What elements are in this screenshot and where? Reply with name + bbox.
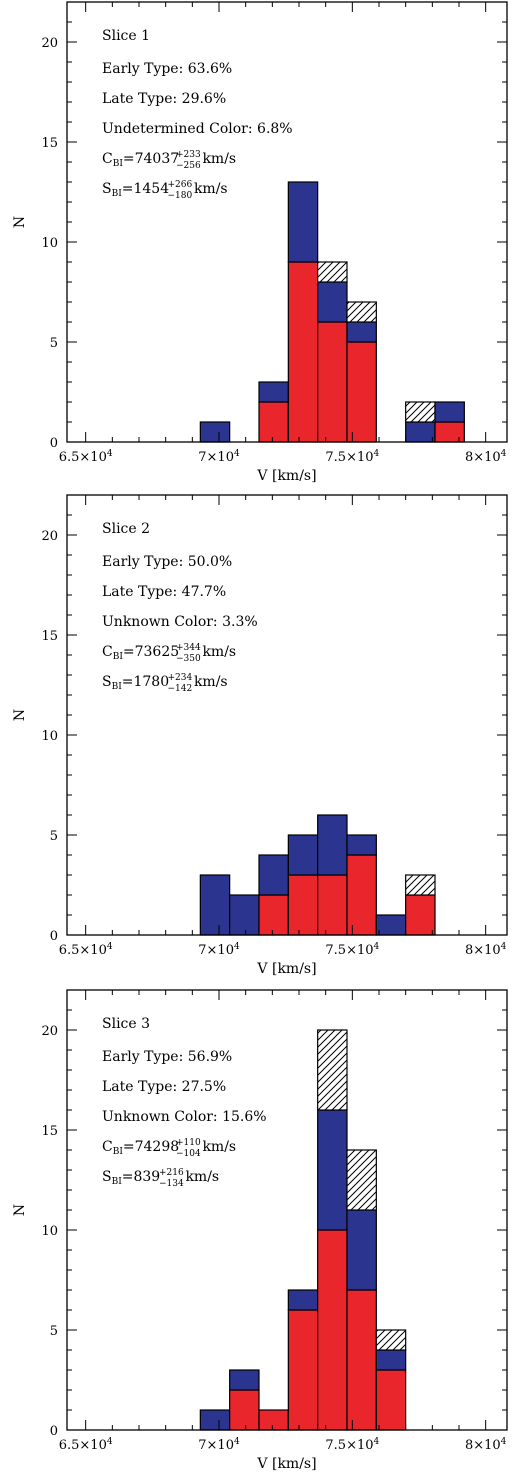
bar-early	[317, 321, 348, 443]
y-tick-label: 0	[50, 436, 58, 451]
bar-late	[199, 874, 231, 936]
c-bi-label: CBI=74037+233 −256 km/s	[102, 150, 236, 171]
slice-title: Slice 2	[102, 521, 150, 537]
early-type-label: Early Type: 50.0%	[102, 554, 232, 570]
bar-early	[258, 894, 289, 936]
y-tick-label: 20	[41, 1024, 58, 1039]
y-tick-label: 5	[50, 829, 58, 844]
y-tick-label: 5	[50, 1324, 58, 1339]
late-type-label: Late Type: 29.6%	[102, 91, 226, 107]
x-tick-label: 7×104	[198, 449, 240, 465]
bar-unknown	[405, 874, 436, 896]
x-tick-label: 8×104	[465, 449, 507, 465]
bar-early	[375, 1369, 407, 1431]
bar-early	[434, 421, 465, 443]
bar-early	[287, 1309, 319, 1431]
x-tick-label: 8×104	[465, 1437, 507, 1453]
x-tick-label: 8×104	[465, 942, 507, 958]
x-tick-label: 7.5×104	[325, 942, 379, 958]
x-axis-title: V [km/s]	[256, 961, 316, 977]
y-tick-label: 15	[41, 1124, 58, 1139]
bar-late	[375, 914, 407, 936]
undetermined-label: Unknown Color: 15.6%	[102, 1109, 267, 1125]
bar-early	[258, 1409, 289, 1431]
undetermined-label: Unknown Color: 3.3%	[102, 614, 258, 630]
y-tick-label: 10	[41, 1224, 58, 1239]
bar-late	[258, 854, 289, 896]
y-axis-title: N	[12, 1204, 28, 1216]
bar-late	[287, 181, 319, 263]
bar-unknown	[346, 301, 377, 323]
bar-late	[434, 401, 465, 423]
y-tick-label: 20	[41, 529, 58, 544]
y-tick-label: 0	[50, 929, 58, 944]
y-axis-title: N	[12, 709, 28, 721]
y-tick-label: 15	[41, 136, 58, 151]
y-tick-label: 5	[50, 336, 58, 351]
bar-early	[405, 894, 436, 936]
bar-late	[346, 834, 377, 856]
bar-unknown	[405, 401, 436, 423]
bar-late	[346, 321, 377, 343]
bar-late	[229, 1369, 260, 1391]
slice-title: Slice 3	[102, 1016, 150, 1032]
panel-2: 6.5×104 7×104 7.5×104 8×104 0 5 10 15 20 V [km/s]…	[12, 494, 508, 977]
bar-unknown	[317, 261, 348, 283]
s-bi-label: SBI=1454+266 −180 km/s	[102, 180, 228, 201]
bar-late	[405, 421, 436, 443]
early-type-label: Early Type: 56.9%	[102, 1049, 232, 1065]
bar-early	[346, 1289, 377, 1431]
bar-late	[375, 1349, 407, 1371]
bar-unknown	[346, 1149, 377, 1211]
panel-3: 6.5×104 7×104 7.5×104 8×104 0 5 10 15 20 V [km/s]…	[12, 989, 508, 1472]
bar-late	[199, 1409, 231, 1431]
bar-late	[229, 894, 260, 936]
x-tick-label: 7.5×104	[325, 1437, 379, 1453]
c-bi-label: CBI=74298+110 −104 km/s	[102, 1138, 236, 1159]
bar-late	[199, 421, 231, 443]
y-tick-label: 10	[41, 236, 58, 251]
bar-late	[317, 281, 348, 323]
bar-early	[258, 401, 289, 443]
x-axis-title: V [km/s]	[256, 1456, 316, 1472]
s-bi-label: SBI=1780+234 −142 km/s	[102, 673, 228, 694]
early-type-label: Early Type: 63.6%	[102, 61, 232, 77]
bar-unknown	[375, 1329, 407, 1351]
y-tick-label: 10	[41, 729, 58, 744]
bar-unknown	[317, 1029, 348, 1111]
y-axis-title: N	[12, 216, 28, 228]
bar-early	[287, 261, 319, 443]
y-tick-label: 20	[41, 36, 58, 51]
x-tick-label: 6.5×104	[59, 449, 113, 465]
bar-early	[346, 341, 377, 443]
bar-late	[287, 1289, 319, 1311]
x-tick-label: 7×104	[198, 1437, 240, 1453]
x-tick-label: 6.5×104	[59, 942, 113, 958]
x-tick-label: 7.5×104	[325, 449, 379, 465]
y-tick-label: 0	[50, 1424, 58, 1439]
y-tick-label: 15	[41, 629, 58, 644]
c-bi-label: CBI=73625+344 −350 km/s	[102, 643, 236, 664]
undetermined-label: Undetermined Color: 6.8%	[102, 121, 293, 137]
bar-early	[229, 1389, 260, 1431]
bar-early	[317, 874, 348, 936]
x-tick-label: 7×104	[198, 942, 240, 958]
late-type-label: Late Type: 47.7%	[102, 584, 226, 600]
x-tick-label: 6.5×104	[59, 1437, 113, 1453]
x-axis-title: V [km/s]	[256, 468, 316, 484]
bar-late	[287, 834, 319, 876]
bar-late	[258, 381, 289, 403]
bar-late	[317, 1109, 348, 1231]
panel-1: 6.5×104 7×104 7.5×104 8×104 0 5 10 15 20 V [km/s]…	[12, 1, 508, 484]
s-bi-label: SBI=839+216 −134 km/s	[102, 1168, 219, 1189]
bar-early	[317, 1229, 348, 1431]
bar-late	[346, 1209, 377, 1291]
bar-early	[346, 854, 377, 936]
late-type-label: Late Type: 27.5%	[102, 1079, 226, 1095]
bar-late	[317, 814, 348, 876]
slice-title: Slice 1	[102, 28, 150, 44]
bar-early	[287, 874, 319, 936]
